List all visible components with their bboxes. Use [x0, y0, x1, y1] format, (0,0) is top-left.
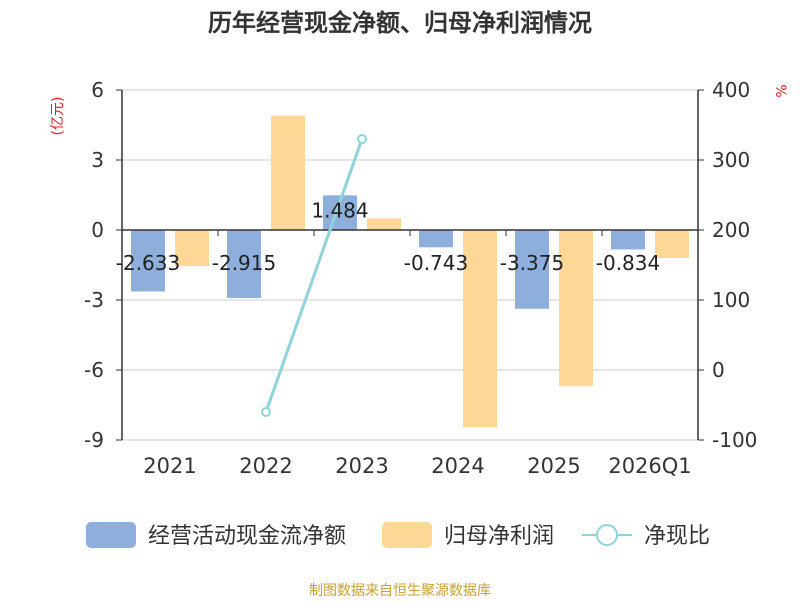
x-tick-label: 2024: [431, 454, 484, 478]
bar-data-label: -2.633: [116, 251, 180, 275]
x-tick-label: 2023: [335, 454, 388, 478]
bar: [655, 230, 689, 258]
x-tick-label: 2026Q1: [608, 454, 691, 478]
right-tick-label: 100: [712, 288, 750, 312]
bar-data-label: -0.834: [596, 251, 660, 275]
right-tick-label: 0: [712, 358, 725, 382]
bar: [559, 230, 593, 387]
left-tick-label: 0: [91, 218, 104, 242]
bar: [419, 230, 453, 248]
x-tick-label: 2025: [527, 454, 580, 478]
bar: [131, 230, 165, 292]
x-tick-label: 2021: [143, 454, 196, 478]
left-tick-label: -6: [84, 358, 104, 382]
chart-title: 历年经营现金净额、归母净利润情况: [208, 9, 592, 37]
bar-data-label: -3.375: [500, 251, 564, 275]
bar: [611, 230, 645, 250]
left-axis-unit: (亿元): [50, 97, 66, 136]
right-tick-label: 300: [712, 148, 750, 172]
x-tick-label: 2022: [239, 454, 292, 478]
right-tick-label: -100: [712, 428, 757, 452]
bar-series-group: [131, 115, 689, 428]
bar-data-label: 1.484: [311, 198, 368, 222]
legend-label: 归母净利润: [444, 524, 554, 549]
bar: [271, 115, 305, 230]
right-tick-label: 400: [712, 78, 750, 102]
bar-data-label: -2.915: [212, 251, 276, 275]
left-tick-label: -9: [84, 428, 104, 452]
line-series-group: [261, 134, 367, 417]
bar: [175, 230, 209, 267]
legend-label: 净现比: [644, 524, 710, 549]
line-point: [357, 134, 367, 144]
line-path: [264, 138, 364, 413]
legend-marker: [596, 524, 618, 546]
data-labels-group: -2.633 -2.915 1.484 -0.743 -3.375 -0.834: [116, 198, 660, 275]
bar: [367, 218, 401, 230]
bar-data-label: -0.743: [404, 251, 468, 275]
left-tick-label: -3: [84, 288, 104, 312]
axes-group: 6 3 0 -3 -6 -9 400 300 200 100 0 -100 2021 2022 2023 20…: [84, 78, 757, 478]
legend-label: 经营活动现金流净额: [148, 524, 346, 549]
legend-swatch: [86, 522, 136, 548]
bar: [227, 230, 261, 299]
line-point: [261, 407, 271, 417]
left-tick-label: 3: [91, 148, 104, 172]
right-tick-label: 200: [712, 218, 750, 242]
bar: [463, 230, 497, 428]
left-tick-label: 6: [91, 78, 104, 102]
source-note: 制图数据来自恒生聚源数据库: [309, 583, 491, 599]
legend-swatch: [382, 522, 432, 548]
legend: 经营活动现金流净额 归母净利润 净现比: [86, 522, 710, 549]
bar: [515, 230, 549, 309]
right-axis-unit: %: [772, 84, 788, 97]
